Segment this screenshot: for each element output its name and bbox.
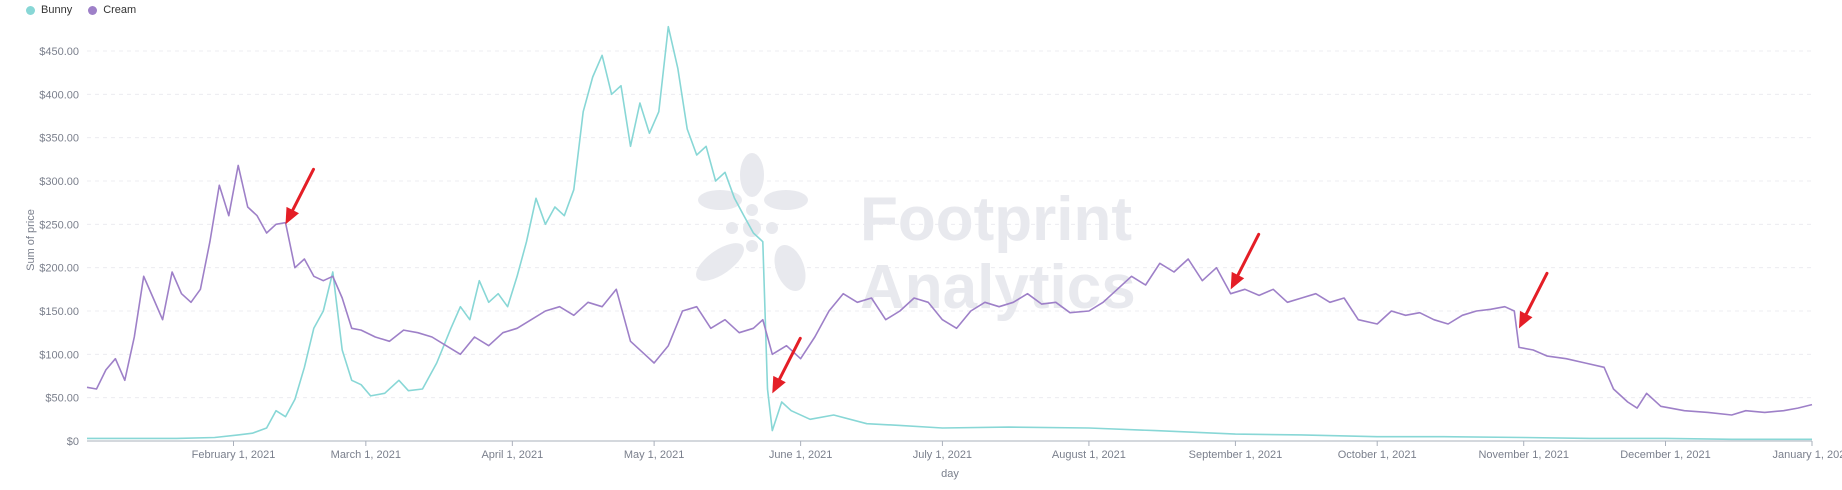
series-line-bunny xyxy=(87,25,1812,441)
legend-dot-bunny-icon xyxy=(26,5,35,15)
annotation-arrow-icon xyxy=(772,336,802,394)
annotation-arrows xyxy=(285,167,1549,394)
x-tick-label: September 1, 2021 xyxy=(1189,449,1283,461)
legend-label-bunny: Bunny xyxy=(41,4,73,16)
arrow-head xyxy=(772,375,786,394)
arrow-head xyxy=(1518,310,1533,329)
y-tick-label: $450.00 xyxy=(39,46,79,58)
x-tick-label: January 1, 2022 xyxy=(1773,449,1842,461)
y-tick-label: $350.00 xyxy=(39,133,79,145)
series-lines xyxy=(86,25,1813,441)
arrow-shaft xyxy=(1522,271,1549,321)
x-tick-label: March 1, 2021 xyxy=(331,449,401,461)
arrow-shaft xyxy=(288,167,315,217)
footprint-analytics-watermark: Footprint Analytics xyxy=(696,153,1136,322)
y-tick-label: $250.00 xyxy=(39,219,79,231)
x-axis-ticks: February 1, 2021 March 1, 2021 April 1, 20… xyxy=(192,441,1842,461)
annotation-arrow-icon xyxy=(1518,271,1549,329)
y-tick-label: $0 xyxy=(67,436,79,448)
y-tick-label: $200.00 xyxy=(39,263,79,275)
watermark-line2: Analytics xyxy=(860,253,1136,322)
y-tick-label: $400.00 xyxy=(39,89,79,101)
x-tick-label: November 1, 2021 xyxy=(1478,449,1569,461)
legend-dot-cream-icon xyxy=(88,5,98,15)
x-axis-title: day xyxy=(941,468,959,480)
y-tick-label: $150.00 xyxy=(39,306,79,318)
annotation-arrow-icon xyxy=(285,167,315,225)
y-axis-ticks: $0 $50.00 $100.00 $150.00 $200.00 $250.00 $300… xyxy=(39,46,79,448)
annotation-arrow-icon xyxy=(1230,232,1261,290)
legend-label-cream: Cream xyxy=(103,4,137,16)
y-tick-label: $300.00 xyxy=(39,176,79,188)
legend-item-bunny[interactable]: Bunny xyxy=(26,4,72,16)
x-tick-label: June 1, 2021 xyxy=(769,449,833,461)
x-tick-label: October 1, 2021 xyxy=(1338,449,1417,461)
series-line-cream xyxy=(86,164,1813,416)
arrow-head xyxy=(1230,271,1245,290)
arrow-shaft xyxy=(775,336,802,386)
arrow-head xyxy=(285,206,299,225)
x-tick-label: July 1, 2021 xyxy=(913,449,972,461)
footprint-logo-icon xyxy=(696,153,808,292)
watermark-line1: Footprint xyxy=(860,185,1132,254)
arrow-shaft xyxy=(1233,232,1261,282)
x-tick-label: August 1, 2021 xyxy=(1052,449,1126,461)
x-tick-label: April 1, 2021 xyxy=(481,449,543,461)
x-tick-label: December 1, 2021 xyxy=(1620,449,1711,461)
chart-legend: Bunny Cream xyxy=(26,4,136,16)
y-tick-label: $50.00 xyxy=(45,393,79,405)
y-tick-label: $100.00 xyxy=(39,349,79,361)
y-axis-title: Sum of price xyxy=(25,209,37,271)
legend-item-cream[interactable]: Cream xyxy=(88,4,136,16)
x-tick-label: February 1, 2021 xyxy=(192,449,276,461)
x-tick-label: May 1, 2021 xyxy=(624,449,685,461)
